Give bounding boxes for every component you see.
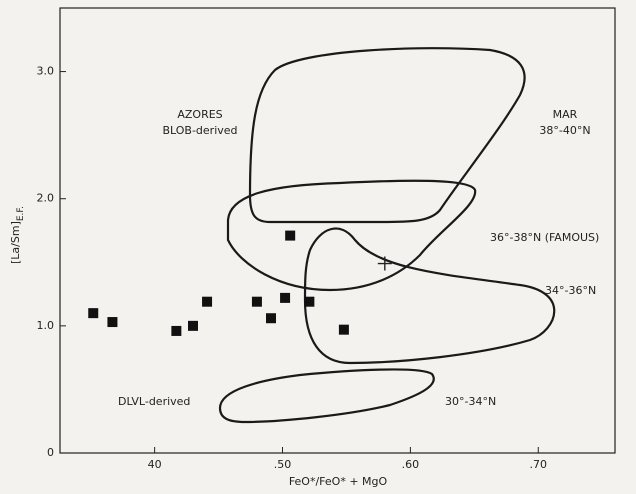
annotation: MAR — [553, 108, 578, 121]
annotation: 36°-38°N (FAMOUS) — [490, 231, 599, 244]
y-axis-label: [La/Sm]E.F. — [9, 206, 26, 264]
square-marker — [107, 317, 118, 328]
y-tick-label: 0 — [47, 446, 54, 459]
square-marker — [187, 320, 198, 331]
x-axis-label: FeO*/FeO* + MgO — [289, 475, 388, 488]
region-outline — [218, 368, 435, 424]
annotation: 34°-36°N — [545, 284, 596, 297]
y-axis-label-main: [La/Sm] — [9, 221, 22, 264]
annotation: DLVL-derived — [118, 395, 190, 408]
square-marker — [280, 292, 291, 303]
annotation: BLOB-derived — [162, 124, 237, 137]
y-axis-label-subscript: E.F. — [16, 206, 26, 221]
x-tick-label: .50 — [274, 458, 292, 471]
plus-marker — [377, 256, 392, 271]
region-outline — [226, 179, 477, 292]
x-tick-label: 40 — [148, 458, 162, 471]
y-tick-label: 2.0 — [37, 192, 55, 205]
square-marker — [202, 296, 213, 307]
region-outline — [303, 227, 556, 365]
square-marker — [88, 308, 99, 319]
region-outline — [248, 47, 526, 224]
annotation: 30°-34°N — [445, 395, 496, 408]
square-marker — [338, 324, 349, 335]
y-tick-label: 1.0 — [37, 319, 55, 332]
plot-frame — [59, 7, 616, 454]
x-tick-label: .70 — [530, 458, 548, 471]
square-marker — [251, 296, 262, 307]
square-marker — [171, 325, 182, 336]
annotation: AZORES — [177, 108, 222, 121]
y-tick-label: 3.0 — [37, 65, 55, 78]
square-marker — [266, 313, 277, 324]
x-tick-label: .60 — [402, 458, 420, 471]
square-marker — [304, 296, 315, 307]
square-marker — [285, 230, 296, 241]
annotation: 38°-40°N — [539, 124, 590, 137]
